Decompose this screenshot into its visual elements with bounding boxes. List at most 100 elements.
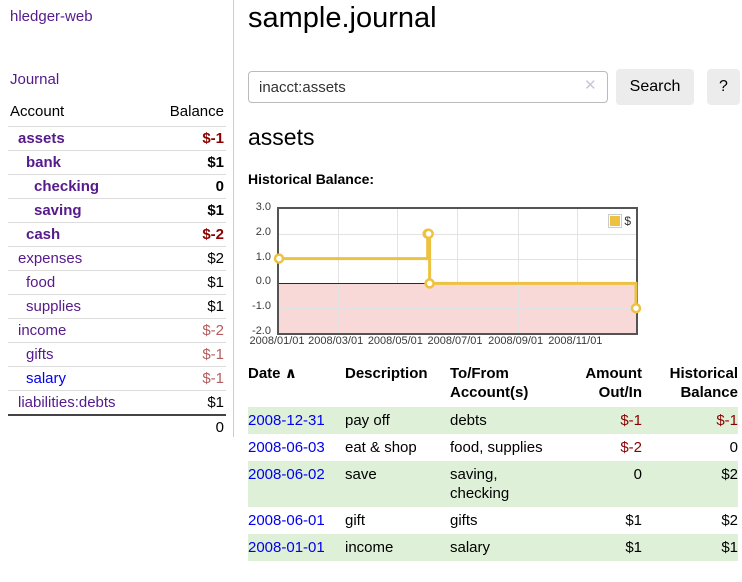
historical-balance-chart: 3.0 2.0 1.0 0.0 -1.0 -2.0 $ 2008/01/01 2008/03… bbox=[248, 200, 693, 352]
transaction-row: 2008-06-03 eat & shop food, supplies $-2… bbox=[248, 434, 738, 461]
account-link-saving[interactable]: saving bbox=[34, 202, 82, 219]
balance-column-header: Balance bbox=[169, 103, 224, 120]
date-link[interactable]: 2008-06-01 bbox=[248, 512, 325, 529]
account-link-assets[interactable]: assets bbox=[18, 130, 65, 147]
account-link-cash[interactable]: cash bbox=[26, 226, 61, 243]
date-header-label: Date bbox=[248, 365, 281, 382]
accounts-column-header: To/From Account(s) bbox=[450, 365, 529, 401]
transaction-accounts: gifts bbox=[450, 512, 478, 529]
search-input[interactable] bbox=[248, 71, 608, 103]
account-balance: $1 bbox=[146, 150, 226, 175]
transaction-accounts: salary bbox=[450, 539, 491, 556]
transaction-row: 2008-12-31 pay off debts $-1 $-1 bbox=[248, 407, 738, 434]
transaction-balance: 0 bbox=[729, 439, 738, 456]
account-link-expenses[interactable]: expenses bbox=[18, 250, 83, 267]
chart-data-point bbox=[423, 228, 434, 240]
account-link-gifts[interactable]: gifts bbox=[26, 346, 54, 363]
search-button[interactable]: Search bbox=[616, 69, 694, 105]
account-link-liabilities-debts[interactable]: liabilities:debts bbox=[18, 394, 116, 411]
help-button[interactable]: ? bbox=[707, 69, 740, 105]
chart-title: Historical Balance: bbox=[248, 171, 375, 187]
transaction-accounts: debts bbox=[450, 412, 487, 429]
transaction-description: gift bbox=[345, 512, 366, 529]
account-row: assets $-1 bbox=[8, 126, 226, 151]
date-link[interactable]: 2008-06-03 bbox=[248, 439, 325, 456]
register-table: Date ∧ Description To/From Account(s) Am… bbox=[248, 362, 738, 561]
account-row: cash $-2 bbox=[8, 222, 226, 247]
chart-plot-area[interactable]: $ bbox=[273, 207, 642, 335]
date-link[interactable]: 2008-12-31 bbox=[248, 412, 325, 429]
account-row: saving $1 bbox=[8, 198, 226, 223]
transaction-accounts: saving, checking bbox=[450, 466, 510, 502]
balance-column-header: Historical Balance bbox=[669, 365, 738, 401]
transaction-description: income bbox=[345, 539, 394, 556]
chart-data-point bbox=[273, 253, 285, 264]
transaction-row: 2008-06-02 save saving, checking 0 $2 bbox=[248, 461, 738, 507]
transaction-amount: $1 bbox=[625, 512, 642, 529]
chart-x-tick: 2008/05/01 bbox=[367, 335, 423, 347]
transaction-balance: $2 bbox=[721, 466, 738, 483]
chart-y-tick: -2.0 bbox=[252, 325, 271, 337]
account-balance: $-2 bbox=[146, 222, 226, 247]
account-row: salary $-1 bbox=[8, 366, 226, 391]
chart-x-tick: 2008/03/01 bbox=[308, 335, 364, 347]
account-balance: $1 bbox=[146, 294, 226, 319]
account-link-bank[interactable]: bank bbox=[26, 154, 62, 171]
transaction-balance: $-1 bbox=[716, 412, 738, 429]
chart-y-axis: 3.0 2.0 1.0 0.0 -1.0 -2.0 bbox=[248, 201, 273, 337]
description-column-header: Description bbox=[345, 365, 428, 382]
sidebar-item-journal[interactable]: Journal bbox=[10, 71, 60, 88]
chart-data-point bbox=[630, 302, 642, 314]
transaction-description: eat & shop bbox=[345, 439, 417, 456]
chart-y-tick: 0.0 bbox=[255, 275, 271, 288]
account-link-checking[interactable]: checking bbox=[34, 178, 100, 195]
account-row: supplies $1 bbox=[8, 294, 226, 319]
page-title: sample.journal bbox=[248, 2, 437, 34]
transaction-description: pay off bbox=[345, 412, 390, 429]
legend-label: $ bbox=[624, 214, 631, 228]
clear-search-icon[interactable]: ✕ bbox=[584, 77, 597, 94]
account-balance: $1 bbox=[146, 270, 226, 295]
accounts-total-value: 0 bbox=[146, 414, 226, 439]
account-balance: $-1 bbox=[146, 366, 226, 391]
date-link[interactable]: 2008-06-02 bbox=[248, 466, 325, 483]
transaction-row: 2008-01-01 income salary $1 $1 bbox=[248, 534, 738, 561]
date-column-header[interactable]: Date ∧ bbox=[248, 362, 345, 407]
account-row: income $-2 bbox=[8, 318, 226, 343]
account-balance: $-2 bbox=[146, 318, 226, 343]
chart-x-tick: 2008/07/01 bbox=[427, 335, 483, 347]
account-balance: $1 bbox=[146, 198, 226, 223]
account-row: food $1 bbox=[8, 270, 226, 295]
legend-swatch-icon bbox=[608, 214, 623, 228]
account-link-income[interactable]: income bbox=[18, 322, 67, 339]
account-heading: assets bbox=[248, 124, 315, 150]
chart-y-tick: 1.0 bbox=[255, 250, 271, 263]
accounts-table-header: Account Balance bbox=[8, 100, 226, 127]
date-link[interactable]: 2008-01-01 bbox=[248, 539, 325, 556]
amount-column-header: Amount Out/In bbox=[585, 365, 642, 401]
accounts-total-row: 0 bbox=[8, 414, 226, 439]
account-link-salary[interactable]: salary bbox=[26, 370, 67, 387]
account-balance: $-1 bbox=[146, 126, 226, 151]
transaction-amount: $1 bbox=[625, 539, 642, 556]
register-header-row: Date ∧ Description To/From Account(s) Am… bbox=[248, 362, 738, 407]
account-link-food[interactable]: food bbox=[26, 274, 56, 291]
chart-x-axis: 2008/01/01 2008/03/01 2008/05/01 2008/07/01… bbox=[249, 335, 634, 350]
chart-legend: $ bbox=[608, 214, 631, 228]
transaction-balance: $2 bbox=[721, 512, 738, 529]
transaction-row: 2008-06-01 gift gifts $1 $2 bbox=[248, 507, 738, 534]
accounts-table: Account Balance assets $-1 bank $1 check… bbox=[8, 100, 226, 439]
sidebar: hledger-web Journal Account Balance asse… bbox=[0, 0, 234, 439]
chart-x-tick: 2008/11/01 bbox=[548, 335, 603, 347]
app-title-link[interactable]: hledger-web bbox=[10, 8, 93, 25]
transaction-accounts: food, supplies bbox=[450, 439, 543, 456]
account-link-supplies[interactable]: supplies bbox=[26, 298, 82, 315]
account-balance: $-1 bbox=[146, 342, 226, 367]
account-balance: 0 bbox=[146, 174, 226, 199]
chart-x-tick: 2008/01/01 bbox=[249, 335, 305, 347]
transaction-amount: $-2 bbox=[620, 439, 642, 456]
chart-data-point bbox=[424, 278, 435, 289]
account-balance: $1 bbox=[146, 390, 226, 415]
account-row: checking 0 bbox=[8, 174, 226, 199]
